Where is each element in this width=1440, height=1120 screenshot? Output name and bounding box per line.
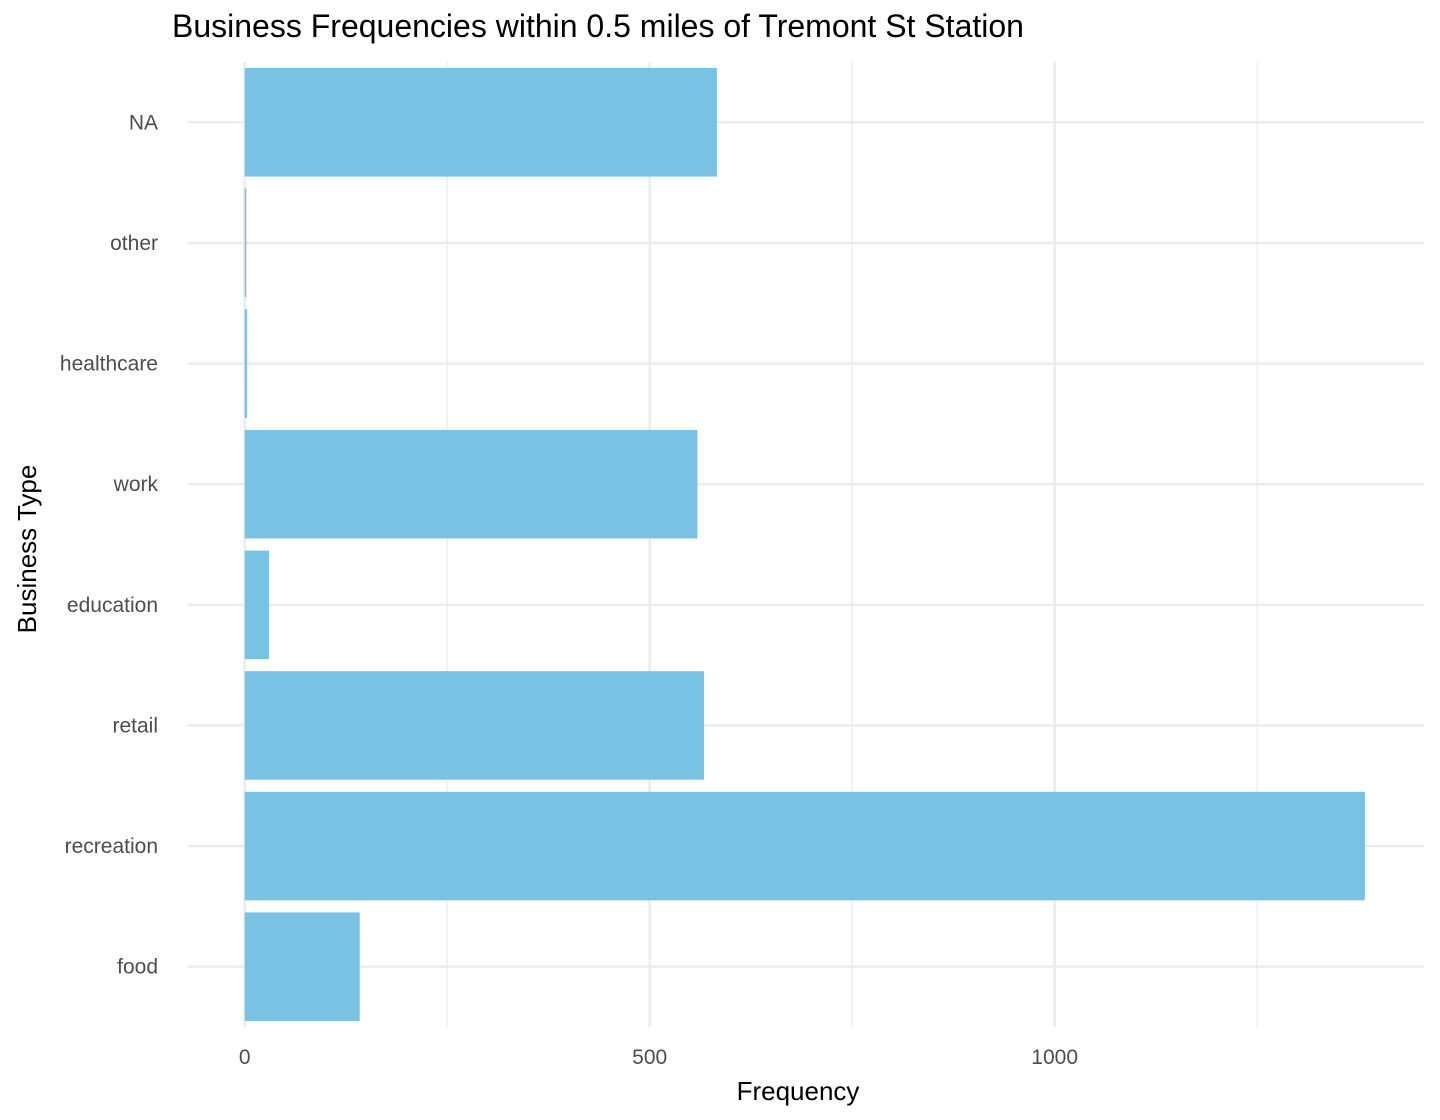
y-tick-label: food: [117, 956, 158, 979]
bar-healthcare: [244, 309, 248, 418]
y-tick-label: recreation: [65, 835, 158, 858]
y-tick-label: education: [67, 594, 158, 617]
bar-education: [244, 550, 269, 660]
bar-na: [244, 68, 717, 177]
bar-work: [244, 429, 698, 539]
x-axis-title: Frequency: [737, 1076, 860, 1106]
x-tick-label: 1000: [1031, 1046, 1078, 1069]
y-tick-label: healthcare: [60, 353, 158, 376]
bar-retail: [244, 671, 704, 780]
x-tick-labels: 0 500 1000: [239, 1046, 1078, 1069]
y-tick-label: other: [110, 232, 158, 255]
bar-recreation: [244, 791, 1365, 901]
x-tick-label: 500: [632, 1046, 667, 1069]
bar-food: [244, 912, 360, 1021]
bar-other: [244, 188, 247, 298]
x-tick-label: 0: [239, 1046, 251, 1069]
bars: [244, 68, 1365, 1021]
y-axis-title: Business Type: [12, 465, 42, 634]
y-tick-label: retail: [112, 714, 158, 737]
y-tick-label: work: [113, 473, 159, 496]
y-tick-labels: food recreation retail education work healthc…: [60, 111, 159, 978]
y-tick-label: NA: [129, 111, 158, 134]
chart-title: Business Frequencies within 0.5 miles of…: [172, 8, 1024, 44]
